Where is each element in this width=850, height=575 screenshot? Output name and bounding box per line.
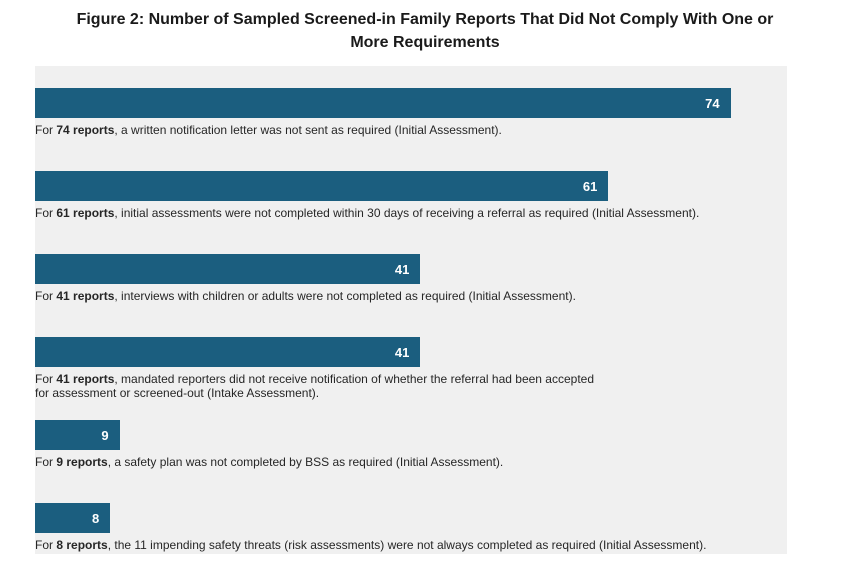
annotation-prefix: For	[35, 289, 57, 303]
annotation-rest: , the 11 impending safety threats (risk …	[107, 538, 707, 552]
annotation-prefix: For	[35, 206, 57, 220]
annotation-bold: 74 reports	[56, 123, 115, 137]
bar-value-label: 61	[582, 178, 598, 194]
bar-mandated-reporters: 41	[35, 337, 421, 367]
annotation-bold: 61 reports	[56, 206, 115, 220]
annotation-prefix: For	[35, 372, 57, 386]
annotation-rest: , a written notification letter was not …	[114, 123, 502, 137]
annotation-bold: 8 reports	[56, 538, 108, 552]
bar-row-safety-threats: 8 For 8 reports, the 11 impending safety…	[35, 503, 787, 552]
annotation-bold: 41 reports	[56, 289, 115, 303]
bar-interviews: 41	[35, 254, 421, 284]
annotation-rest: , initial assessments were not completed…	[114, 206, 700, 220]
annotation-bold: 9 reports	[56, 455, 108, 469]
annotation-prefix: For	[35, 123, 57, 137]
bar-value-label: 41	[394, 344, 410, 360]
chart-plot-area: 74 For 74 reports, a written notificatio…	[35, 66, 787, 554]
bar-annotation: For 74 reports, a written notification l…	[35, 123, 787, 137]
bar-row-30-day-completion: 61 For 61 reports, initial assessments w…	[35, 171, 787, 254]
annotation-rest: , mandated reporters did not receive not…	[35, 372, 594, 400]
bar-row-safety-plan: 9 For 9 reports, a safety plan was not c…	[35, 420, 787, 503]
bar-30-day-completion: 61	[35, 171, 609, 201]
bar-annotation: For 8 reports, the 11 impending safety t…	[35, 538, 787, 552]
bar-value-label: 8	[91, 510, 100, 526]
bar-safety-plan: 9	[35, 420, 120, 450]
bar-row-mandated-reporters: 41 For 41 reports, mandated reporters di…	[35, 337, 787, 420]
bar-value-label: 74	[705, 95, 720, 111]
bar-annotation: For 41 reports, mandated reporters did n…	[35, 372, 787, 400]
bar-safety-threats: 8	[35, 503, 111, 533]
annotation-rest: , interviews with children or adults wer…	[114, 289, 576, 303]
bar-value-label: 9	[101, 427, 109, 443]
bar-row-interviews: 41 For 41 reports, interviews with child…	[35, 254, 787, 337]
annotation-rest: , a safety plan was not completed by BSS…	[107, 455, 504, 469]
figure-title: Figure 2: Number of Sampled Screened-in …	[76, 11, 774, 51]
annotation-prefix: For	[35, 538, 57, 552]
bar-annotation: For 61 reports, initial assessments were…	[35, 206, 787, 220]
annotation-bold: 41 reports	[56, 372, 115, 386]
bar-written-notification: 74	[35, 88, 731, 118]
bar-annotation: For 41 reports, interviews with children…	[35, 289, 787, 303]
annotation-prefix: For	[35, 455, 57, 469]
bar-row-written-notification: 74 For 74 reports, a written notificatio…	[35, 88, 787, 171]
bar-annotation: For 9 reports, a safety plan was not com…	[35, 455, 787, 469]
bar-value-label: 41	[394, 261, 410, 277]
